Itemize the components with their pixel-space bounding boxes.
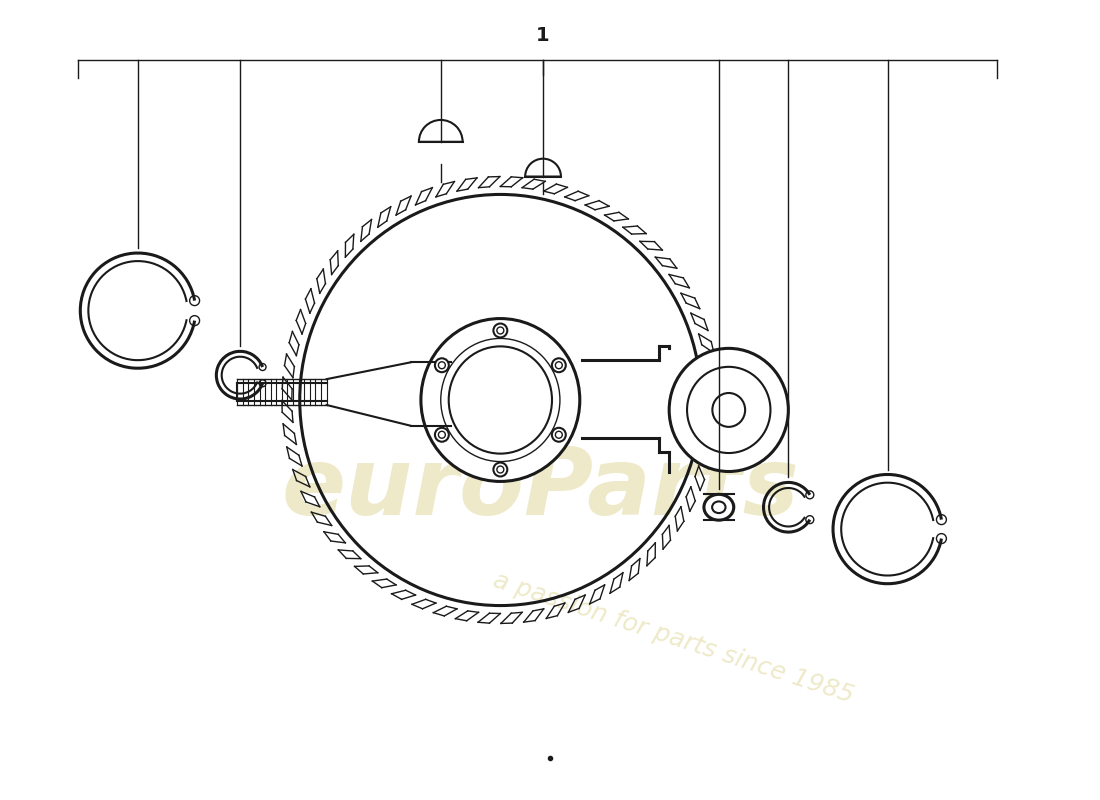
Ellipse shape	[552, 358, 565, 372]
Ellipse shape	[669, 348, 789, 471]
Wedge shape	[525, 158, 561, 177]
Text: a passion for parts since 1985: a passion for parts since 1985	[491, 569, 857, 708]
Text: euroParts: euroParts	[282, 443, 800, 535]
Ellipse shape	[434, 358, 449, 372]
Ellipse shape	[552, 428, 565, 442]
Ellipse shape	[494, 323, 507, 338]
Text: 1: 1	[536, 26, 550, 46]
Ellipse shape	[494, 462, 507, 477]
Ellipse shape	[434, 428, 449, 442]
Ellipse shape	[704, 494, 734, 520]
Ellipse shape	[421, 318, 580, 482]
Ellipse shape	[449, 346, 552, 454]
Wedge shape	[419, 120, 463, 142]
